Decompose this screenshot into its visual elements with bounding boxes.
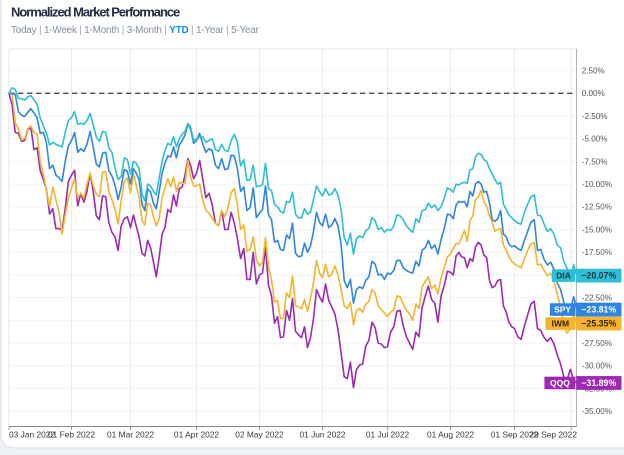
svg-text:−31.89%: −31.89%	[581, 378, 616, 388]
svg-text:-35.00%: -35.00%	[582, 407, 612, 416]
svg-text:01 Jul 2022: 01 Jul 2022	[366, 429, 410, 439]
svg-text:IWM: IWM	[552, 319, 569, 329]
svg-text:Normalized Market Performance: Normalized Market Performance	[11, 5, 180, 20]
svg-text:DIA: DIA	[556, 271, 571, 281]
svg-text:01 Apr 2022: 01 Apr 2022	[174, 429, 220, 439]
svg-text:01 Aug 2022: 01 Aug 2022	[427, 429, 474, 439]
svg-text:-27.50%: -27.50%	[582, 339, 612, 348]
svg-text:03 Jan 2022: 03 Jan 2022	[9, 429, 55, 439]
svg-text:−23.81%: −23.81%	[581, 305, 616, 315]
svg-text:-15.00%: -15.00%	[582, 225, 612, 234]
svg-text:-22.50%: -22.50%	[582, 294, 612, 303]
svg-text:01 Jun 2022: 01 Jun 2022	[299, 429, 345, 439]
svg-text:QQQ: QQQ	[550, 378, 570, 388]
svg-text:0.00%: 0.00%	[582, 89, 605, 98]
svg-text:Today | 1-Week | 1-Month | 3-M: Today | 1-Week | 1-Month | 3-Month | YTD…	[11, 25, 260, 36]
svg-text:01 Sep 2022: 01 Sep 2022	[491, 429, 539, 439]
svg-text:-2.50%: -2.50%	[582, 112, 608, 121]
svg-text:01 Mar 2022: 01 Mar 2022	[107, 429, 154, 439]
svg-text:01 Feb 2022: 01 Feb 2022	[48, 429, 95, 439]
svg-text:-30.00%: -30.00%	[582, 362, 612, 371]
svg-text:−25.35%: −25.35%	[581, 319, 616, 329]
svg-text:−20.07%: −20.07%	[581, 271, 616, 281]
svg-text:29 Sep 2022: 29 Sep 2022	[529, 429, 577, 439]
svg-text:SPY: SPY	[554, 305, 571, 315]
svg-text:02 May 2022: 02 May 2022	[235, 429, 284, 439]
svg-text:2.50%: 2.50%	[582, 67, 605, 76]
svg-text:-7.50%: -7.50%	[582, 157, 608, 166]
svg-text:-5.00%: -5.00%	[582, 135, 608, 144]
svg-text:-10.00%: -10.00%	[582, 180, 612, 189]
svg-text:-17.50%: -17.50%	[582, 248, 612, 257]
svg-text:-12.50%: -12.50%	[582, 203, 612, 212]
